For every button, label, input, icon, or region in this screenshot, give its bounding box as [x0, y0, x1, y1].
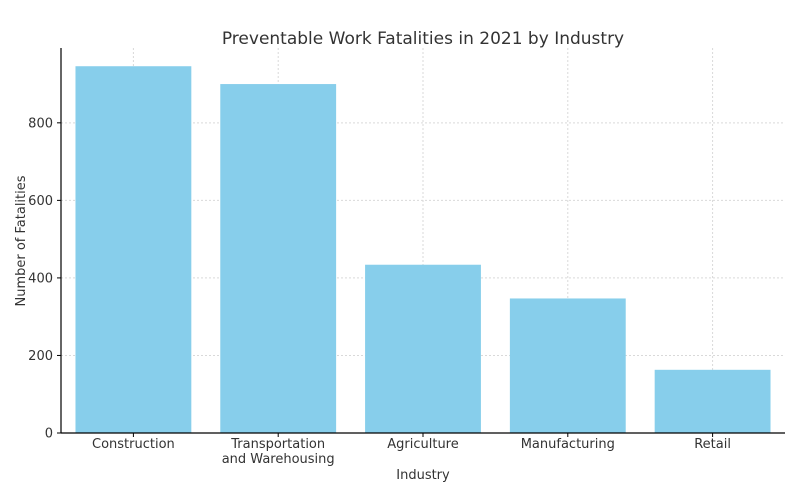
bars [75, 66, 771, 433]
y-tick-label: 0 [45, 427, 53, 442]
y-axis-label: Number of Fatalities [14, 175, 29, 306]
x-tick-label-line: and Warehousing [222, 452, 335, 467]
x-tick-label: Agriculture [387, 437, 459, 452]
bar-4 [654, 369, 771, 433]
y-tick-label: 400 [28, 271, 53, 286]
y-ticks: 0 200 400 600 800 [28, 116, 61, 442]
x-tick-label-line: Transportation [230, 437, 325, 452]
chart-title: Preventable Work Fatalities in 2021 by I… [222, 29, 624, 49]
x-tick-label-line: Construction [92, 437, 175, 452]
x-ticks: Construction Transportation and Warehousin… [92, 433, 731, 467]
x-tick-label-line: Manufacturing [521, 437, 615, 452]
x-axis-label: Industry [396, 468, 450, 483]
x-tick-label: Retail [694, 437, 731, 452]
x-tick-label: Transportation and Warehousing [222, 437, 335, 467]
bar-3 [509, 298, 626, 433]
y-tick-label: 200 [28, 349, 53, 364]
bar-0 [75, 66, 192, 433]
x-tick-label-line: Agriculture [387, 437, 459, 452]
bar-2 [365, 264, 481, 433]
x-tick-label: Manufacturing [521, 437, 615, 452]
x-tick-label: Construction [92, 437, 175, 452]
bar-1 [220, 84, 337, 433]
y-tick-label: 600 [28, 194, 53, 209]
x-tick-label-line: Retail [694, 437, 731, 452]
y-tick-label: 800 [28, 116, 53, 131]
